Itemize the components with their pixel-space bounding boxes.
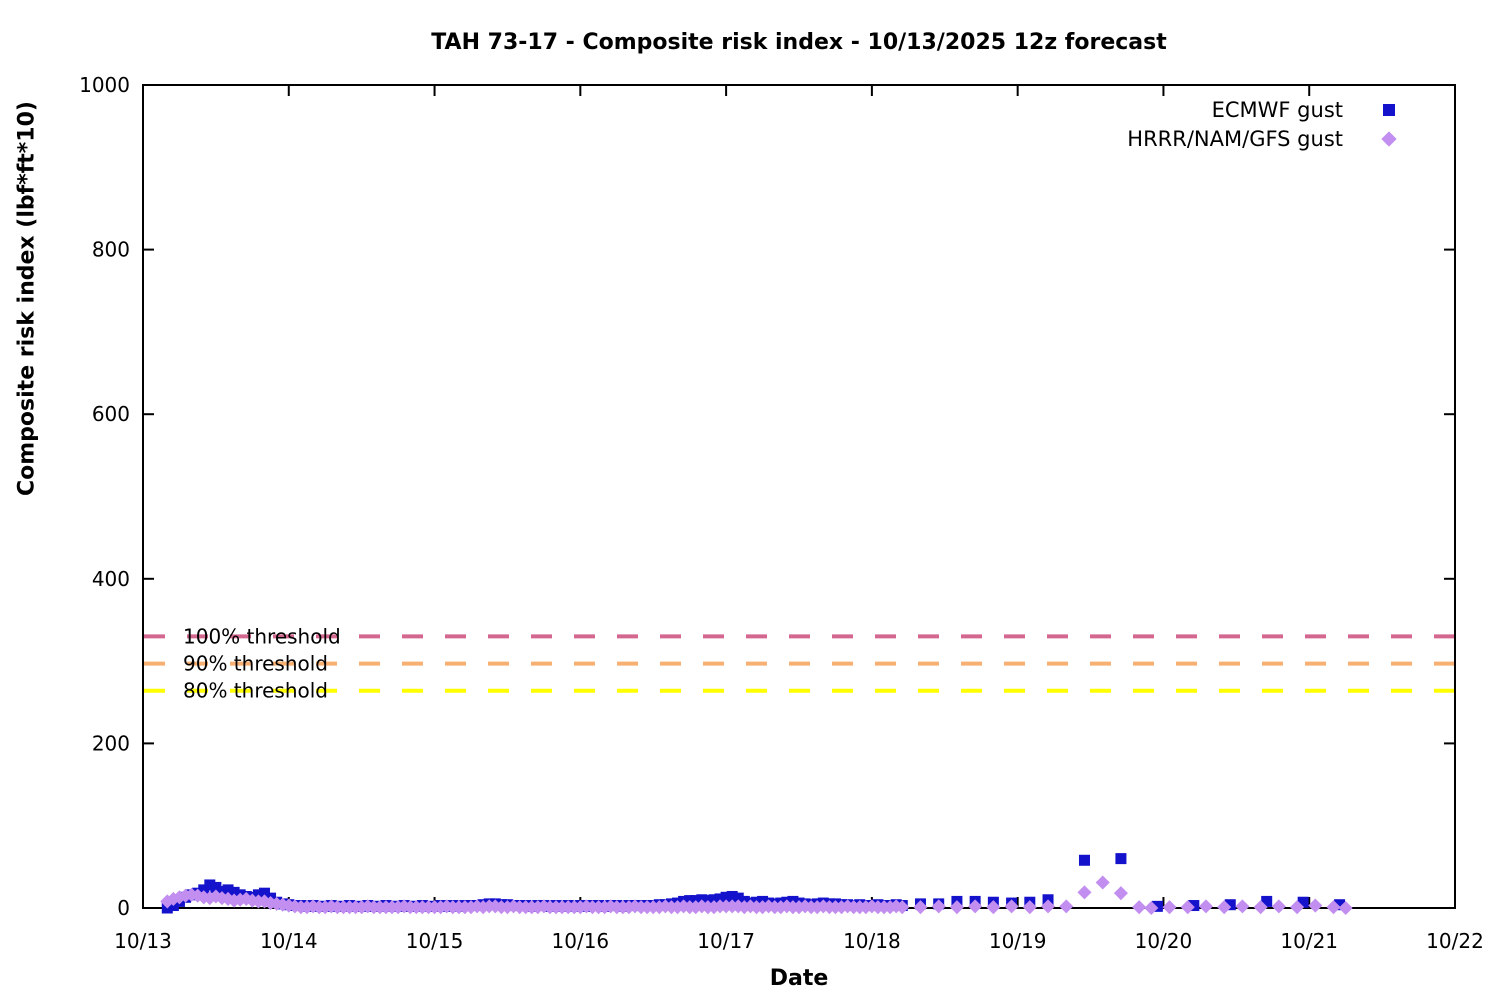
data-point-hrrr bbox=[1235, 899, 1250, 914]
data-point-hrrr bbox=[1077, 885, 1092, 900]
data-point-hrrr bbox=[1095, 875, 1110, 890]
data-point-hrrr bbox=[1326, 900, 1341, 915]
data-point-ecmwf bbox=[1297, 896, 1309, 908]
y-tick-label: 400 bbox=[92, 567, 130, 591]
data-point-hrrr bbox=[1022, 900, 1037, 915]
x-tick-label: 10/22 bbox=[1426, 929, 1484, 953]
y-tick-label: 200 bbox=[92, 731, 130, 755]
x-tick-label: 10/19 bbox=[989, 929, 1047, 953]
data-point-ecmwf bbox=[732, 892, 744, 904]
y-tick-label: 1000 bbox=[79, 73, 130, 97]
legend-label: ECMWF gust bbox=[1212, 98, 1343, 122]
data-point-ecmwf bbox=[1188, 900, 1200, 912]
data-point-ecmwf bbox=[1261, 895, 1273, 907]
data-point-hrrr bbox=[949, 900, 964, 915]
data-point-ecmwf bbox=[258, 887, 270, 899]
data-point-ecmwf bbox=[708, 894, 720, 906]
data-point-hrrr bbox=[1253, 900, 1268, 915]
data-point-ecmwf bbox=[222, 884, 234, 896]
data-point-hrrr bbox=[931, 899, 946, 914]
threshold-label: 90% threshold bbox=[183, 652, 328, 676]
data-point-ecmwf bbox=[714, 893, 726, 905]
data-point-ecmwf bbox=[204, 879, 216, 891]
data-point-hrrr bbox=[1308, 898, 1323, 913]
data-point-hrrr bbox=[1338, 900, 1353, 916]
chart-title: TAH 73-17 - Composite risk index - 10/13… bbox=[431, 30, 1167, 55]
x-axis-title: Date bbox=[769, 966, 829, 991]
data-point-ecmwf bbox=[228, 886, 240, 898]
data-point-hrrr bbox=[895, 900, 910, 915]
data-point-hrrr bbox=[986, 900, 1001, 915]
data-point-ecmwf bbox=[720, 891, 732, 903]
data-point-hrrr bbox=[1290, 900, 1305, 915]
data-point-hrrr bbox=[1198, 899, 1214, 914]
plot-border bbox=[142, 84, 1456, 909]
data-point-hrrr bbox=[1132, 900, 1147, 915]
data-point-hrrr bbox=[968, 899, 983, 914]
data-point-ecmwf bbox=[726, 890, 738, 902]
x-tick-label: 10/15 bbox=[406, 929, 464, 953]
x-tick-label: 10/16 bbox=[552, 929, 610, 953]
x-tick-label: 10/18 bbox=[843, 929, 901, 953]
data-point-ecmwf bbox=[1334, 899, 1346, 911]
data-point-hrrr bbox=[1162, 900, 1177, 915]
y-tick-label: 0 bbox=[117, 896, 130, 920]
x-tick-label: 10/21 bbox=[1280, 929, 1338, 953]
data-point-hrrr bbox=[1113, 886, 1128, 901]
data-point-ecmwf bbox=[1078, 854, 1090, 866]
x-tick-label: 10/17 bbox=[697, 929, 755, 953]
y-tick-label: 800 bbox=[92, 238, 130, 262]
legend-marker-hrrr bbox=[1381, 131, 1397, 147]
threshold-label: 100% threshold bbox=[183, 624, 341, 648]
legend-marker-ecmwf bbox=[1383, 104, 1395, 116]
data-point-ecmwf bbox=[210, 881, 222, 893]
data-point-hrrr bbox=[913, 900, 928, 915]
x-tick-label: 10/14 bbox=[260, 929, 318, 953]
data-point-ecmwf bbox=[1224, 899, 1236, 911]
x-tick-label: 10/20 bbox=[1135, 929, 1193, 953]
data-point-hrrr bbox=[1004, 899, 1019, 914]
data-point-hrrr bbox=[1271, 899, 1286, 914]
y-tick-label: 600 bbox=[92, 402, 130, 426]
data-point-hrrr bbox=[1180, 900, 1195, 915]
data-point-ecmwf bbox=[198, 884, 210, 896]
data-point-ecmwf bbox=[1115, 853, 1127, 865]
data-point-hrrr bbox=[1059, 899, 1074, 914]
legend-label: HRRR/NAM/GFS gust bbox=[1127, 127, 1343, 151]
data-point-hrrr bbox=[1144, 900, 1159, 916]
data-point-hrrr bbox=[1217, 900, 1232, 915]
x-tick-label: 10/13 bbox=[114, 929, 172, 953]
data-point-hrrr bbox=[1040, 899, 1056, 914]
threshold-label: 80% threshold bbox=[183, 679, 328, 703]
data-point-ecmwf bbox=[1151, 900, 1163, 912]
